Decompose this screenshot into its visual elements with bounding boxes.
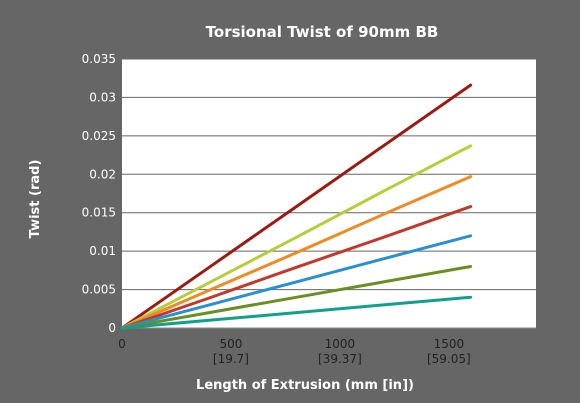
plot-area <box>122 59 536 328</box>
y-tick-label: 0.01 <box>89 244 116 258</box>
y-tick-label: 0.02 <box>89 167 116 181</box>
x-tick-sublabel: [59.05] <box>427 352 471 366</box>
x-tick-label: 1500 <box>434 337 465 351</box>
y-axis-title: Twist (rad) <box>28 160 43 239</box>
series-line-3 <box>120 175 473 330</box>
x-tick-label: 500 <box>219 337 242 351</box>
series-line-1 <box>120 83 473 330</box>
chart-title: Torsional Twist of 90mm BB <box>206 23 439 41</box>
series-line-2 <box>120 144 473 330</box>
series-lines <box>120 83 473 330</box>
gridlines <box>122 58 536 329</box>
series-line-5 <box>120 234 473 330</box>
series-line-6 <box>120 265 473 330</box>
y-tick-label: 0.035 <box>82 52 116 66</box>
x-axis-title: Length of Extrusion (mm [in]) <box>196 378 414 393</box>
x-tick-sublabel: [39.37] <box>318 352 362 366</box>
x-tick-label: 1000 <box>325 337 356 351</box>
y-tick-label: 0.015 <box>82 206 116 220</box>
y-axis-ticks: 0 0.005 0.01 0.015 0.02 0.025 0.03 0.035 <box>82 52 116 335</box>
x-tick-label: 0 <box>118 337 126 351</box>
y-tick-label: 0.005 <box>82 283 116 297</box>
y-tick-label: 0.03 <box>89 90 116 104</box>
y-tick-label: 0 <box>108 321 116 335</box>
x-tick-sublabel: [19.7] <box>213 352 249 366</box>
series-line-7 <box>120 295 473 330</box>
y-tick-label: 0.025 <box>82 129 116 143</box>
x-axis-ticks: 0 500[19.7] 1000[39.37] 1500[59.05] <box>118 337 471 366</box>
series-line-4 <box>120 205 473 330</box>
